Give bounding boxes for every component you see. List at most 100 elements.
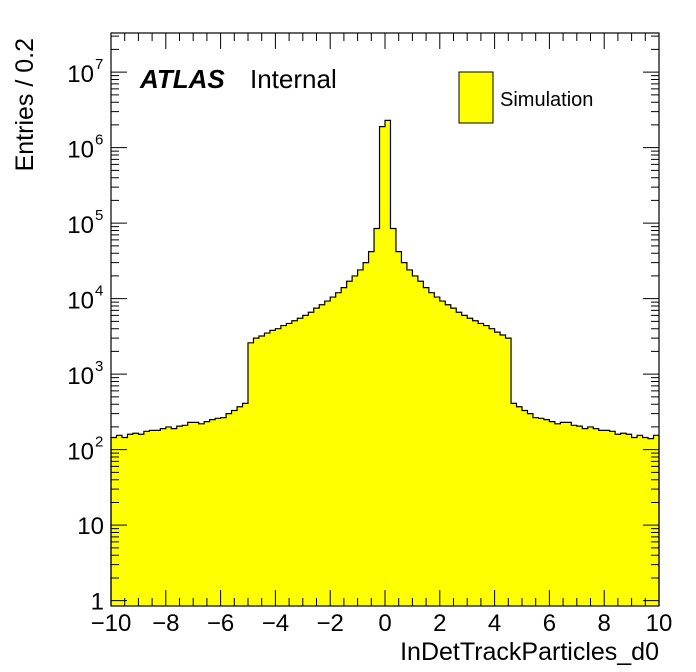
histogram-bar (121, 437, 128, 606)
histogram-bar (395, 251, 402, 606)
y-tick-label-exponent: 2 (95, 434, 103, 451)
histogram-bar (242, 403, 249, 606)
histogram-bar (143, 431, 150, 606)
histogram-bar (215, 418, 221, 606)
histogram-bar (549, 421, 556, 606)
histogram-bar (543, 419, 550, 606)
histogram-bar (341, 287, 348, 606)
histogram-bar (653, 435, 660, 606)
histogram-bar (626, 434, 632, 606)
y-tick-label-base: 10 (77, 513, 104, 540)
histogram-bar (538, 418, 545, 606)
histogram-bar (450, 308, 457, 606)
histogram-bar (176, 426, 183, 606)
atlas-label: ATLAS (139, 64, 225, 94)
histogram-bar (456, 312, 463, 606)
histogram-bar (280, 325, 287, 606)
histogram-bar (434, 297, 441, 606)
histogram-bar (494, 332, 501, 606)
histogram-bar (522, 410, 528, 606)
histogram-bar (374, 228, 380, 607)
y-axis-title: Entries / 0.2 (11, 38, 39, 171)
histogram-bar (253, 338, 260, 606)
histogram-bar (637, 435, 643, 606)
histogram-bar (231, 410, 238, 606)
histogram-bar (237, 406, 243, 606)
histogram-bar (472, 320, 479, 606)
x-axis-title: InDetTrackParticles_d0 (400, 638, 659, 666)
histogram-bar (291, 320, 298, 606)
histogram-bar (565, 422, 572, 606)
y-tick-label: 10 (77, 513, 104, 540)
histogram-bar (330, 297, 337, 606)
histogram-bar (352, 275, 358, 606)
y-tick-label: 10 2 (67, 434, 103, 466)
histogram-bar (478, 323, 485, 606)
y-tick-label: 10 7 (67, 56, 103, 88)
histogram-bar (571, 425, 578, 606)
histogram-bar (587, 426, 594, 606)
y-tick-label-base: 10 (67, 288, 94, 315)
histogram-bar (417, 281, 424, 606)
x-tick-label: −6 (207, 610, 234, 637)
histogram-bar (439, 301, 446, 606)
histogram-bar (406, 269, 413, 606)
histogram-bar (511, 403, 517, 606)
x-tick-label: −2 (317, 610, 344, 637)
histogram-bar (412, 275, 419, 606)
histogram-bar (198, 423, 205, 606)
histogram-bar (258, 336, 265, 606)
histogram-outline (110, 119, 660, 606)
histogram-bar (576, 426, 583, 606)
x-tick-label: 6 (543, 610, 556, 637)
histogram-bar (489, 328, 495, 606)
histogram-layer (110, 119, 660, 607)
histogram-bar (204, 421, 211, 606)
histogram-bar (127, 434, 134, 606)
histogram-bar (483, 325, 490, 606)
histogram-bar (363, 262, 369, 606)
y-tick-label-base: 10 (67, 363, 94, 390)
histogram-bar (187, 422, 194, 606)
histogram-bar (226, 413, 232, 606)
y-tick-label-base: 1 (91, 589, 104, 616)
histogram-bar (319, 304, 326, 606)
x-tick-label: −4 (262, 610, 289, 637)
histogram-bar (111, 437, 117, 606)
y-tick-label: 10 6 (67, 132, 103, 164)
x-tick-label: 0 (378, 610, 391, 637)
histogram-bar (615, 434, 622, 606)
y-tick-label: 10 4 (67, 283, 103, 315)
histogram-bar (286, 323, 293, 606)
histogram-bar (642, 437, 649, 606)
y-tick-label-exponent: 5 (95, 207, 103, 224)
histogram-bar (390, 228, 397, 607)
x-tick-label: 10 (646, 610, 673, 637)
histogram-bar (313, 308, 320, 606)
histogram-bar (609, 431, 616, 606)
histogram-bar (154, 430, 161, 606)
x-tick-label: 4 (488, 610, 501, 637)
histogram-bar (335, 292, 342, 606)
x-tick-label: −10 (91, 610, 132, 637)
histogram-bar (297, 318, 304, 606)
histogram-bar (324, 301, 331, 606)
axis-ticks (110, 33, 660, 606)
histogram-bar (220, 417, 227, 606)
histogram-bar (582, 428, 589, 606)
y-tick-label: 1 (91, 589, 104, 616)
histogram-bar (631, 437, 638, 606)
histogram-bar (500, 335, 506, 606)
histogram-bar (149, 430, 156, 606)
histogram-bar (560, 422, 567, 606)
histogram-bar (264, 333, 271, 606)
y-tick-label-base: 10 (67, 212, 94, 239)
histogram-bar (461, 315, 468, 606)
x-tick-label: −8 (152, 610, 179, 637)
histogram-bar (385, 120, 391, 606)
histogram-bar (209, 419, 216, 606)
histogram-bar (116, 435, 123, 606)
histogram-bar (604, 430, 611, 606)
histogram-bar (505, 338, 512, 606)
